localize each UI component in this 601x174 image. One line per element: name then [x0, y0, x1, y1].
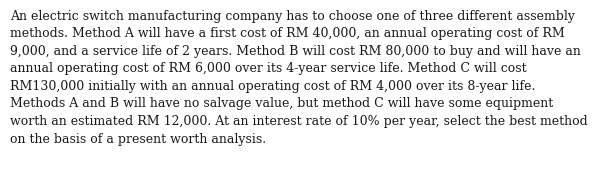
Text: worth an estimated RM 12,000. At an interest rate of 10% per year, select the be: worth an estimated RM 12,000. At an inte…: [10, 115, 588, 128]
Text: annual operating cost of RM 6,000 over its 4-year service life. Method C will co: annual operating cost of RM 6,000 over i…: [10, 62, 526, 76]
Text: on the basis of a present worth analysis.: on the basis of a present worth analysis…: [10, 132, 266, 145]
Text: methods. Method A will have a first cost of RM 40,000, an annual operating cost : methods. Method A will have a first cost…: [10, 27, 565, 41]
Text: RM130,000 initially with an annual operating cost of RM 4,000 over its 8-year li: RM130,000 initially with an annual opera…: [10, 80, 535, 93]
Text: 9,000, and a service life of 2 years. Method B will cost RM 80,000 to buy and wi: 9,000, and a service life of 2 years. Me…: [10, 45, 581, 58]
Text: Methods A and B will have no salvage value, but method C will have some equipmen: Methods A and B will have no salvage val…: [10, 97, 554, 110]
Text: An electric switch manufacturing company has to choose one of three different as: An electric switch manufacturing company…: [10, 10, 575, 23]
